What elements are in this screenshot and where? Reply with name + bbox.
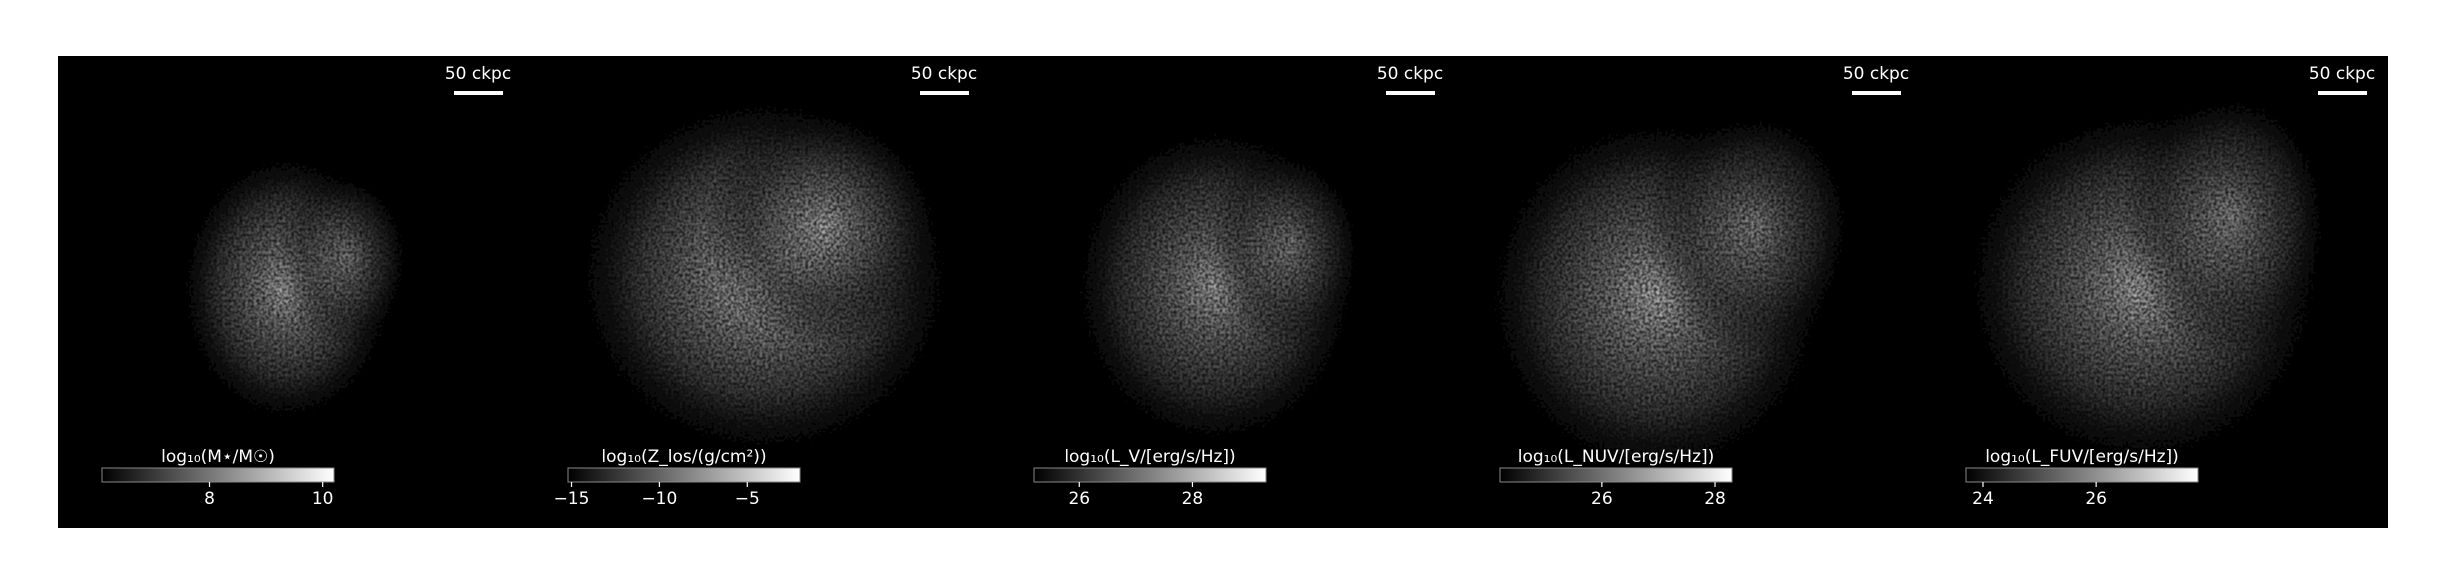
panel: 50 ckpc log₁₀(L_V/[erg/s/Hz]) 26 28 — [990, 56, 1456, 528]
emission-blob — [704, 106, 944, 346]
emission-blob — [2122, 76, 2342, 356]
colorbar-tick-label: 26 — [1591, 489, 1613, 509]
colorbar-label: log₁₀(Z_los/(g/cm²)) — [601, 447, 766, 467]
colorbar-tick-label: 24 — [1972, 489, 1994, 509]
colorbar-label: log₁₀(L_NUV/[erg/s/Hz]) — [1518, 447, 1715, 467]
emission-blob — [1210, 146, 1370, 346]
colorbar-tick-label: −15 — [554, 489, 590, 509]
image-map — [58, 56, 524, 528]
panel: 50 ckpc log₁₀(Z_los/(g/cm²)) −15 −10 −5 — [524, 56, 990, 528]
scalebar-label: 50 ckpc — [2309, 64, 2375, 84]
scalebar-label: 50 ckpc — [445, 64, 511, 84]
colorbar-tick-label: 26 — [2085, 489, 2107, 509]
colorbar-tick-label: −10 — [641, 489, 677, 509]
image-map — [990, 56, 1456, 528]
emission-blob — [1646, 96, 1866, 356]
colorbar-tick-label: 28 — [1182, 489, 1204, 509]
scalebar-label: 50 ckpc — [1377, 64, 1443, 84]
panel: 50 ckpc log₁₀(M⋆/M☉) 8 10 — [58, 56, 524, 528]
colorbar — [1033, 467, 1267, 483]
colorbar-label: log₁₀(M⋆/M☉) — [161, 447, 275, 467]
image-map — [524, 56, 990, 528]
colorbar — [1965, 467, 2199, 483]
colorbar-label: log₁₀(L_V/[erg/s/Hz]) — [1064, 447, 1235, 467]
scalebar-label: 50 ckpc — [1843, 64, 1909, 84]
colorbar — [1499, 467, 1733, 483]
colorbar-tick-label: 26 — [1068, 489, 1090, 509]
image-map — [1456, 56, 1922, 528]
panel: 50 ckpc log₁₀(L_NUV/[erg/s/Hz]) 26 28 — [1456, 56, 1922, 528]
panel: 50 ckpc log₁₀(L_FUV/[erg/s/Hz]) 24 26 — [1922, 56, 2388, 528]
colorbar-label: log₁₀(L_FUV/[erg/s/Hz]) — [1985, 447, 2179, 467]
colorbar — [101, 467, 335, 483]
colorbar-tick-label: 10 — [312, 489, 334, 509]
emission-blob — [278, 166, 418, 346]
scalebar-label: 50 ckpc — [911, 64, 977, 84]
image-map — [1922, 56, 2388, 528]
colorbar-tick-label: 28 — [1704, 489, 1726, 509]
colorbar-tick-label: −5 — [735, 489, 760, 509]
colorbar — [567, 467, 801, 483]
colorbar-tick-label: 8 — [204, 489, 215, 509]
